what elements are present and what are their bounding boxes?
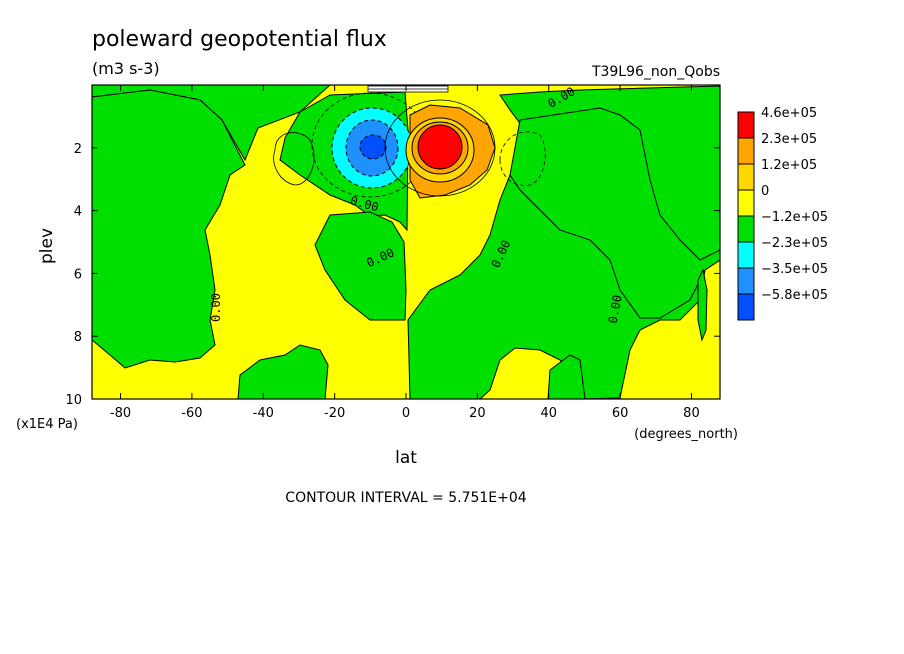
y-axis-units: (x1E4 Pa) [16, 417, 78, 432]
x-tick-label: -80 [110, 406, 131, 421]
legend-swatch [737, 267, 755, 295]
x-axis: -80 -60 -40 -20 0 20 40 60 80 [110, 85, 700, 421]
legend-label: −1.2e+05 [761, 210, 828, 225]
legend-swatch [737, 163, 755, 191]
x-tick-label: -60 [181, 406, 202, 421]
region-negative-nh-surface [547, 354, 586, 399]
y-tick-label: 4 [74, 205, 82, 220]
legend-label: −3.5e+05 [761, 262, 828, 277]
contour-label: 0.00 [606, 294, 625, 325]
legend-swatch [737, 111, 755, 139]
region-negative-level-4 [359, 134, 387, 160]
region-negative-sh-mid [314, 211, 407, 321]
legend-swatch [737, 215, 755, 243]
y-tick-label: 10 [65, 393, 82, 408]
y-axis-label: plev [37, 228, 57, 264]
plot-area [92, 85, 720, 399]
legend-label: 1.2e+05 [761, 158, 817, 173]
contour-label: 0.00 [209, 293, 223, 322]
x-axis-label: lat [395, 448, 417, 468]
y-tick-label: 2 [74, 142, 82, 157]
region-negative-polar-surface [92, 89, 246, 369]
contour-loop-sh [273, 132, 315, 186]
x-axis-units: (degrees_north) [634, 427, 738, 442]
x-tick-label: 80 [683, 406, 700, 421]
contour-interval: CONTOUR INTERVAL = 5.751E+04 [285, 490, 526, 506]
x-tick-label: -40 [253, 406, 274, 421]
x-tick-label: 40 [540, 406, 557, 421]
contour-positive-outer [384, 99, 496, 197]
legend-label: −5.8e+05 [761, 288, 828, 303]
legend: 4.6e+05 2.3e+05 1.2e+05 0 −1.2e+05 −2.3e+05 −3… [737, 106, 828, 321]
legend-swatch [737, 293, 755, 321]
legend-label: −2.3e+05 [761, 236, 828, 251]
legend-label: 2.3e+05 [761, 132, 817, 147]
region-negative-thin-north [697, 268, 708, 342]
y-tick-label: 8 [74, 330, 82, 345]
legend-swatch [737, 241, 755, 269]
x-tick-label: 0 [402, 406, 410, 421]
y-tick-label: 6 [74, 267, 82, 282]
region-positive-level-4 [417, 124, 463, 170]
region-negative-sh-surface [237, 344, 329, 399]
contour-loop-nh [499, 131, 546, 186]
run-label: T39L96_non_Qobs [591, 64, 720, 80]
x-tick-label: -20 [324, 406, 345, 421]
x-tick-label: 20 [469, 406, 486, 421]
chart-units: (m3 s-3) [92, 59, 160, 78]
legend-label: 0 [761, 184, 769, 199]
chart-title: poleward geopotential flux [92, 27, 387, 52]
y-axis: 2 4 6 8 10 [65, 142, 720, 408]
legend-swatch [737, 189, 755, 217]
legend-label: 4.6e+05 [761, 106, 817, 121]
legend-swatch [737, 137, 755, 165]
x-tick-label: 60 [612, 406, 629, 421]
